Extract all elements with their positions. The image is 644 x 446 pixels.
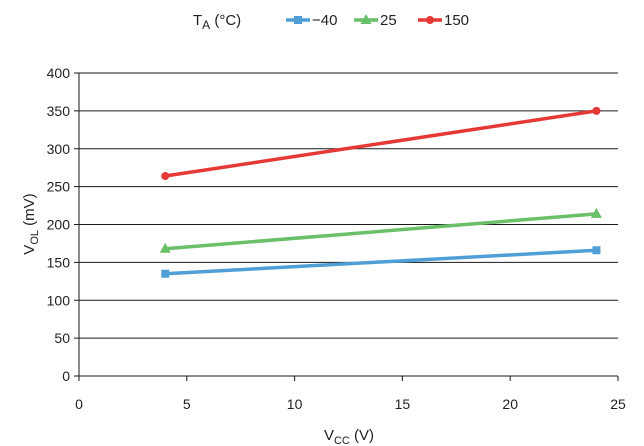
y-axis-title-unit: (mV): [21, 193, 38, 230]
legend-title: TA (°C): [193, 12, 241, 32]
x-axis-title: VCC (V): [324, 427, 374, 446]
x-axis-title-unit: (V): [350, 427, 374, 444]
legend-swatch-marker: [360, 14, 372, 24]
y-tick-label: 350: [47, 103, 71, 119]
y-tick-label: 200: [47, 217, 71, 233]
data-point: [592, 106, 601, 115]
data-point: [590, 207, 602, 218]
series-triangle: [159, 207, 602, 253]
y-tick-label: 100: [47, 292, 71, 308]
y-axis-title-sub: OL: [29, 230, 41, 245]
legend-swatch-marker: [426, 16, 434, 24]
legend-title-unit: (°C): [210, 12, 241, 29]
x-tick-label: 25: [610, 396, 626, 412]
legend-swatch-marker: [294, 16, 302, 24]
series-line: [164, 109, 597, 178]
data-point: [592, 246, 601, 255]
series-line: [165, 248, 597, 276]
legend-title-sub: A: [202, 18, 210, 32]
x-axis-title-sub: CC: [334, 435, 350, 446]
legend-label: 25: [380, 12, 397, 29]
y-tick-label: 0: [62, 368, 70, 384]
y-tick-label: 250: [47, 179, 71, 195]
axes: [74, 72, 619, 381]
x-tick-label: 0: [75, 396, 83, 412]
y-tick-label: 400: [47, 65, 71, 81]
tick-labels: 0 50 100 150 200 250 300 350 400 0 5 10 15 20 25: [47, 65, 626, 412]
legend: TA (°C) −40 25 150: [193, 12, 469, 32]
series-group: [159, 106, 602, 278]
series-circle: [161, 106, 601, 181]
legend-label: −40: [312, 12, 337, 29]
data-point: [161, 269, 170, 278]
legend-item: −40: [286, 12, 337, 29]
y-tick-label: 150: [47, 254, 71, 270]
legend-item: 25: [354, 12, 397, 29]
legend-label: 150: [444, 12, 469, 29]
series-line: [165, 212, 597, 251]
x-tick-label: 20: [502, 396, 518, 412]
legend-title-main: T: [193, 12, 202, 29]
x-axis-title-main: V: [324, 427, 334, 444]
y-tick-label: 300: [47, 141, 71, 157]
y-axis-title: VOL (mV): [21, 193, 41, 254]
data-point: [161, 172, 170, 181]
y-tick-label: 50: [54, 330, 70, 346]
legend-item: 150: [418, 12, 469, 29]
y-axis-title-main: V: [21, 245, 38, 255]
x-tick-label: 10: [287, 396, 303, 412]
data-point: [159, 242, 171, 253]
x-tick-label: 5: [183, 396, 191, 412]
x-tick-label: 15: [395, 396, 411, 412]
series-square: [161, 246, 601, 278]
